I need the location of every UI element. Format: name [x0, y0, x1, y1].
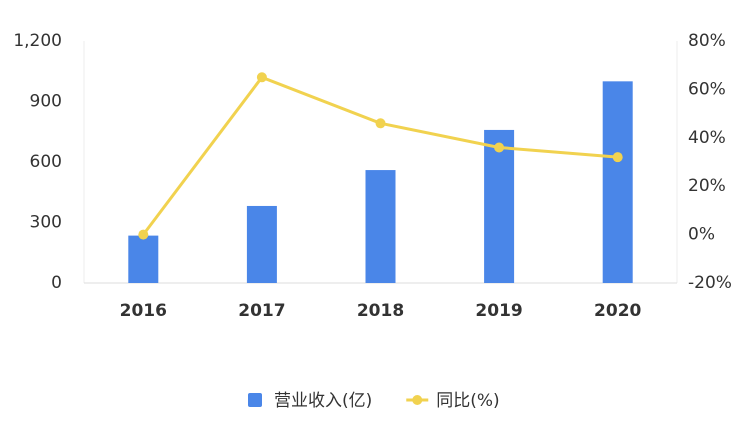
y-tick-label: 600: [30, 152, 62, 172]
legend-label: 营业收入(亿): [274, 391, 372, 411]
x-tick-label: 2018: [357, 301, 404, 321]
x-tick-label: 2019: [475, 301, 522, 321]
y2-tick-label: 20%: [688, 176, 726, 196]
legend-swatch: [248, 393, 262, 407]
legend-swatch: [412, 395, 423, 405]
point: [612, 152, 623, 163]
y2-tick-label: -20%: [688, 273, 732, 293]
point: [256, 72, 267, 83]
y2-tick-label: 40%: [688, 128, 726, 148]
y-tick-label: 900: [30, 92, 62, 112]
bar: [484, 129, 515, 283]
point: [138, 229, 149, 240]
x-tick-label: 2017: [238, 301, 285, 321]
bar: [128, 235, 159, 283]
bar: [365, 170, 396, 283]
y-tick-label: 0: [51, 273, 62, 293]
y-tick-label: 300: [30, 213, 62, 233]
y2-tick-label: 60%: [688, 79, 726, 99]
bar: [246, 205, 277, 283]
bar: [602, 81, 633, 283]
y-tick-label: 1,200: [13, 31, 62, 51]
x-tick-label: 2020: [594, 301, 641, 321]
y2-tick-label: 80%: [688, 31, 726, 51]
y2-tick-label: 0%: [688, 225, 715, 245]
point: [494, 142, 505, 153]
point: [375, 118, 386, 129]
x-tick-label: 2016: [120, 301, 167, 321]
legend-label: 同比(%): [436, 391, 499, 411]
